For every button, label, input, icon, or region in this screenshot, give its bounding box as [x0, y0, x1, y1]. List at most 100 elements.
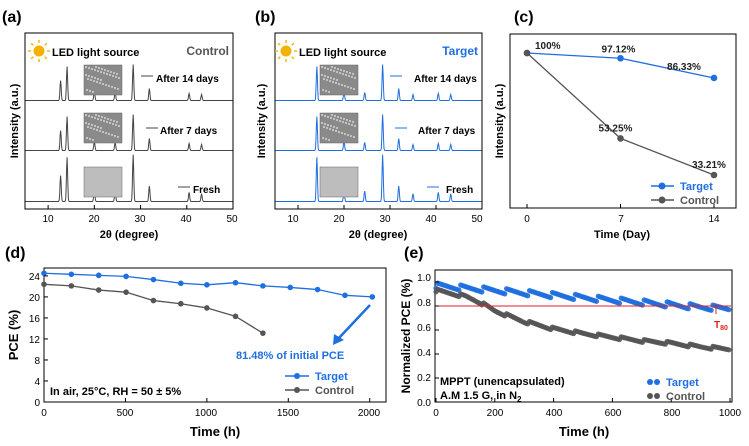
- panel-d-line-control: [43, 283, 264, 334]
- panel-b-sem-grain: [325, 78, 329, 82]
- panel-c-xtick-2: 14: [708, 214, 720, 225]
- panel-a-sem-grain: [84, 121, 88, 125]
- panel-a-sem-grain: [84, 113, 88, 117]
- panel-a-sem-grain: [96, 77, 100, 81]
- panel-b-sem-grain: [342, 69, 346, 73]
- panel-e-point-target: [685, 306, 691, 312]
- panel-b-sem-grain: [329, 76, 333, 80]
- panel-e-xtick-2: 400: [546, 408, 563, 419]
- panel-b-trace-2: [275, 154, 482, 202]
- panel-b-sem-grain: [323, 74, 327, 78]
- panel-e-note-line2: A.M 1.5 G, in N2: [440, 390, 522, 404]
- panel-a-sem-grain: [96, 125, 100, 129]
- panel-a-sem-grain: [96, 117, 100, 121]
- panel-a-sem-grain: [99, 70, 103, 74]
- panel-d: (d) 0 4 8 12 16 20 24 0 500 1000 1500 20…: [5, 245, 387, 439]
- panel-d-point-control: [232, 313, 239, 320]
- panel-b-tag: Target: [442, 44, 478, 58]
- panel-d-ytick-1: 4: [34, 377, 40, 388]
- panel-b-sem-grain: [336, 67, 340, 71]
- panel-c-xtick-1: 7: [618, 214, 624, 225]
- panel-a-trace-label-1: After 7 days: [160, 126, 218, 137]
- panel-e-legend-marker-target-2: [654, 379, 660, 385]
- panel-a-sem-grain: [85, 88, 89, 92]
- panel-b-sem-grain: [322, 77, 326, 81]
- panel-a-sem-grain: [110, 85, 114, 89]
- panel-b-sem-grain: [335, 126, 339, 130]
- panel-d-point-control: [178, 300, 184, 307]
- panel-d-ytick-4: 16: [29, 314, 41, 325]
- panel-a-sem-grain: [86, 125, 90, 129]
- panel-c-legend-marker-control: [658, 196, 666, 204]
- panel-b-sem-grain: [332, 117, 336, 121]
- panel-d-frame: [43, 267, 387, 403]
- panel-b-sem-grain: [345, 70, 349, 74]
- panel-b-sem-grain: [326, 75, 330, 79]
- panel-c-data-label: 53.25%: [599, 123, 633, 134]
- panel-a-ylabel: Intensity (a.u.): [9, 83, 21, 158]
- panel-a-sem-grain: [85, 136, 89, 140]
- panel-b-plot: [275, 64, 483, 209]
- panel-b-sem-grain: [353, 76, 357, 80]
- panel-a-sem-grain: [108, 73, 112, 77]
- panel-a-trace-1: [25, 114, 233, 151]
- panel-e-t80: T80: [714, 320, 728, 332]
- panel-d-point-control: [260, 330, 266, 336]
- panel-b-sem-grain: [333, 66, 337, 70]
- panel-b-sem-grain: [333, 114, 337, 118]
- panel-a-sem-grain: [102, 119, 106, 123]
- panel-b-sem-grain: [331, 80, 335, 84]
- panel-e-legend-control: Control: [666, 391, 705, 403]
- panel-a-sem-grain: [112, 71, 116, 75]
- panel-b-sem-grain: [329, 124, 333, 128]
- panel-b-sem-grain: [346, 133, 350, 137]
- panel-b-sem-grain: [330, 65, 334, 69]
- panel-c-xtick-0: 0: [524, 214, 530, 225]
- panel-a-sem-grain: [103, 116, 107, 120]
- panel-b-sem-grain: [340, 131, 344, 135]
- panel-d-xtick-0: 0: [41, 408, 47, 419]
- panel-a-sem-grain: [93, 124, 97, 128]
- panel-b-xlabel: 2θ (degree): [349, 229, 408, 241]
- panel-b-sem-grain: [339, 68, 343, 72]
- panel-b-sem-grain: [323, 114, 327, 118]
- panel-a-sem-grain: [99, 118, 103, 122]
- panel-a-sem-grain: [115, 120, 119, 124]
- panel-a-sem-grain: [94, 65, 98, 69]
- panel-a-sem-grain: [91, 138, 95, 142]
- panel-a-sem-grain: [99, 78, 103, 82]
- panel-b-sem-grain: [324, 89, 328, 93]
- panel-e-point-target: [662, 304, 668, 310]
- panel-b-sem-grain: [334, 129, 338, 133]
- panel-e-legend-target: Target: [666, 377, 699, 389]
- panel-e-point-target: [548, 295, 554, 301]
- panel-e-ylabel: Normalized PCE (%): [399, 279, 413, 394]
- panel-a-plot: [25, 64, 234, 209]
- panel-a: (a) LED light source Control After 14 da…: [2, 9, 238, 241]
- panel-a-sem-grain: [89, 126, 93, 130]
- panel-d-point-control: [95, 287, 102, 293]
- panel-a-sem-grain: [87, 66, 91, 70]
- panel-d-xtick-1: 500: [117, 408, 134, 419]
- panel-c-xlabel: Time (Day): [594, 229, 650, 241]
- panel-b-sem-grain: [351, 72, 355, 76]
- panel-e-ytick-3: 0.6: [417, 323, 431, 334]
- panel-e-label: (e): [404, 245, 424, 262]
- panel-b-sem-grain: [341, 72, 345, 76]
- panel-c-point-control: [617, 135, 624, 142]
- panel-b-xtick-0: 10: [287, 214, 299, 225]
- panel-a-sem-grain: [103, 68, 107, 72]
- panel-a-trace-0: [25, 64, 233, 101]
- panel-b-label: (b): [255, 9, 275, 26]
- panel-a-led: LED light source: [28, 40, 139, 62]
- panel-a-trace-label-0: After 14 days: [156, 74, 219, 85]
- panel-b-sem-grain: [331, 128, 335, 132]
- panel-d-plot: [41, 270, 376, 403]
- panel-e-legend-marker-control-2: [654, 393, 660, 399]
- panel-b-trace-1: [275, 114, 482, 151]
- panel-a-sem-grain: [87, 74, 91, 78]
- panel-b-sem-grain: [343, 132, 347, 136]
- panel-e-ytick-2: 0.4: [417, 348, 431, 359]
- panel-b-xtick-4: 50: [471, 214, 483, 225]
